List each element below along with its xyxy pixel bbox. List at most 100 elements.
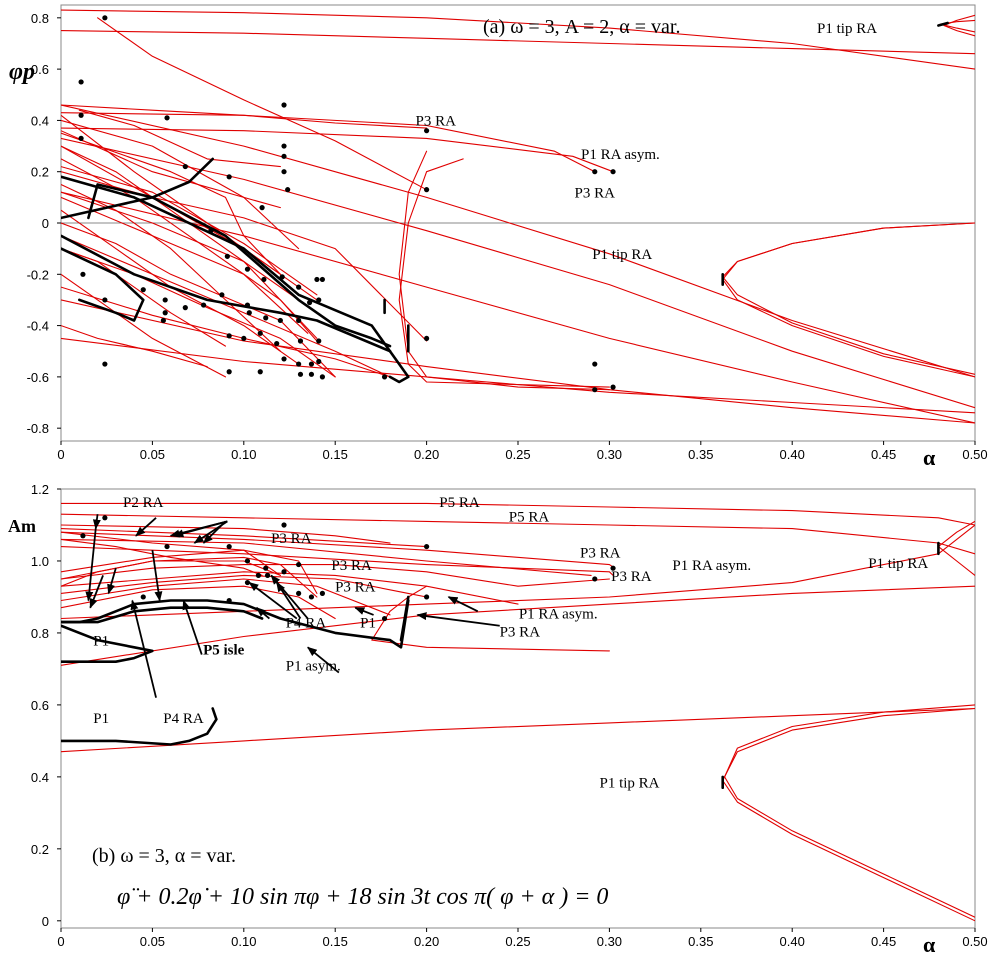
- a-rare-attractor-curve: [61, 325, 208, 368]
- a-endpoint-dot: [226, 174, 232, 180]
- a-main-branch-curve: [61, 247, 145, 322]
- a-endpoint-dot: [226, 369, 232, 375]
- a-y-tick-label: 0.4: [31, 113, 49, 128]
- a-endpoint-dot: [162, 297, 168, 303]
- a-endpoint-dot: [316, 358, 322, 365]
- a-rare-attractor-curve: [722, 222, 975, 378]
- panel-b-amplitude-chart: 0 0.05 0.10 0.15 0.20 0.25 0.30 0.35 0.40 0.45 0.5…: [8, 482, 988, 955]
- b-annotation-label: P1: [360, 616, 376, 632]
- a-rare-attractor-curve: [61, 158, 318, 342]
- a-rare-attractor-curve: [61, 127, 614, 173]
- b-annotation-label: P1 asym.: [286, 659, 341, 675]
- a-rare-attractor-curve: [61, 112, 596, 173]
- a-x-tick-label: 0.25: [505, 447, 530, 462]
- a-endpoint-dot: [246, 310, 252, 316]
- a-rare-attractor-curve: [61, 104, 428, 129]
- b-pointer-arrow: [89, 575, 104, 609]
- b-x-tick-label: 0.50: [962, 934, 987, 949]
- b-endpoint-dot: [164, 543, 170, 550]
- b-rare-attractor-curve: [61, 538, 263, 576]
- b-pointer-arrow: [130, 599, 157, 698]
- a-x-tick-label: 0.35: [688, 447, 713, 462]
- a-y-tick-label: 0.2: [31, 165, 49, 180]
- a-main-branch-curve: [61, 175, 392, 353]
- b-endpoint-dot: [102, 515, 108, 521]
- a-x-tick-label: 0.15: [323, 447, 348, 462]
- b-y-tick-label: 1.2: [31, 482, 49, 497]
- b-x-tick-label: 0.05: [140, 934, 165, 949]
- b-pointer-arrow: [416, 612, 500, 627]
- a-rare-attractor-curve: [61, 9, 975, 70]
- a-endpoint-dot: [102, 361, 108, 367]
- a-endpoint-dot: [241, 335, 247, 342]
- a-annotation-label: P3 RA: [416, 114, 457, 130]
- a-endpoint-dot: [160, 317, 166, 324]
- a-endpoint-dot: [102, 297, 108, 303]
- b-pointer-arrow: [92, 514, 101, 530]
- b-pointer-arrow: [354, 606, 374, 616]
- b-main-branch-curve: [399, 595, 410, 642]
- b-endpoint-dot: [381, 615, 388, 622]
- b-curves: [61, 502, 975, 922]
- b-annotation-label: P5 isle: [203, 643, 245, 659]
- b-endpoint-dot: [610, 565, 616, 571]
- b-annotation-label: P3 RA: [500, 625, 541, 641]
- b-x-tick-label: 0.10: [231, 934, 256, 949]
- b-endpoint-dot: [140, 594, 146, 600]
- a-endpoint-dot: [182, 163, 188, 170]
- b-rare-attractor-curve: [61, 556, 318, 598]
- a-rare-attractor-curve: [943, 14, 975, 37]
- b-endpoint-dot: [296, 561, 302, 568]
- b-endpoint-dot: [244, 558, 251, 564]
- b-x-tick-label: 0.25: [505, 934, 530, 949]
- a-endpoint-dot: [319, 276, 326, 283]
- b-rare-attractor-curve: [61, 585, 336, 620]
- b-annotation-label: P1 tip RA: [868, 556, 928, 572]
- b-y-tick-label: 0.2: [31, 842, 49, 857]
- a-x-tick-label: 0: [57, 447, 64, 462]
- a-y-tick-label: -0.2: [27, 267, 49, 282]
- a-x-tick-label: 0.40: [780, 447, 805, 462]
- a-endpoint-dot: [164, 115, 170, 121]
- b-endpoint-dot: [226, 543, 232, 550]
- b-main-branch-curve: [61, 624, 154, 664]
- b-endpoint-dot: [592, 576, 598, 582]
- b-pointer-arrow: [151, 550, 163, 602]
- b-annotation-label: P4 RA: [163, 711, 204, 727]
- a-endpoint-dot: [78, 79, 84, 85]
- a-y-tick-label: -0.4: [27, 319, 49, 334]
- b-annotation-label: P4 RA: [286, 616, 327, 632]
- a-endpoint-dot: [592, 169, 598, 175]
- a-endpoint-dot: [257, 330, 263, 336]
- a-x-tick-label: 0.50: [962, 447, 987, 462]
- b-rare-attractor-curve: [61, 571, 519, 605]
- a-endpoint-dot: [592, 387, 598, 393]
- b-rare-attractor-curve: [61, 578, 391, 616]
- a-endpoint-dot: [78, 112, 84, 118]
- a-rare-attractor-curve: [398, 158, 610, 388]
- a-endpoint-dot: [200, 302, 207, 308]
- a-x-tick-label: 0.45: [871, 447, 896, 462]
- a-annotation-label: P3 RA: [575, 185, 616, 201]
- b-endpoint-dot: [308, 594, 315, 600]
- b-rare-attractor-curve: [61, 564, 610, 587]
- a-rare-attractor-curve: [78, 109, 281, 168]
- a-annotation-label: P1 tip RA: [817, 21, 877, 37]
- b-annotation-label: P3 RA: [611, 569, 652, 585]
- b-y-tick-label: 0.8: [31, 626, 49, 641]
- a-main-branch-curve: [937, 21, 949, 27]
- a-endpoint-dot: [182, 305, 188, 311]
- a-rare-attractor-curve: [61, 183, 281, 352]
- a-endpoint-dot: [285, 187, 291, 193]
- b-annotation-label: P5 RA: [509, 509, 550, 525]
- a-main-branch-curve: [61, 157, 214, 220]
- b-endpoint-dot: [319, 590, 326, 596]
- b-rare-attractor-curve: [61, 502, 975, 526]
- a-rare-attractor-curve: [61, 273, 227, 378]
- b-annotation-label: P1 tip RA: [600, 776, 660, 792]
- a-rare-attractor-curve: [61, 132, 281, 275]
- panel-a-title: (a) ω = 3, A = 2, α = var.: [483, 16, 680, 38]
- a-endpoint-dot: [281, 143, 287, 149]
- a-endpoint-dot: [281, 102, 287, 108]
